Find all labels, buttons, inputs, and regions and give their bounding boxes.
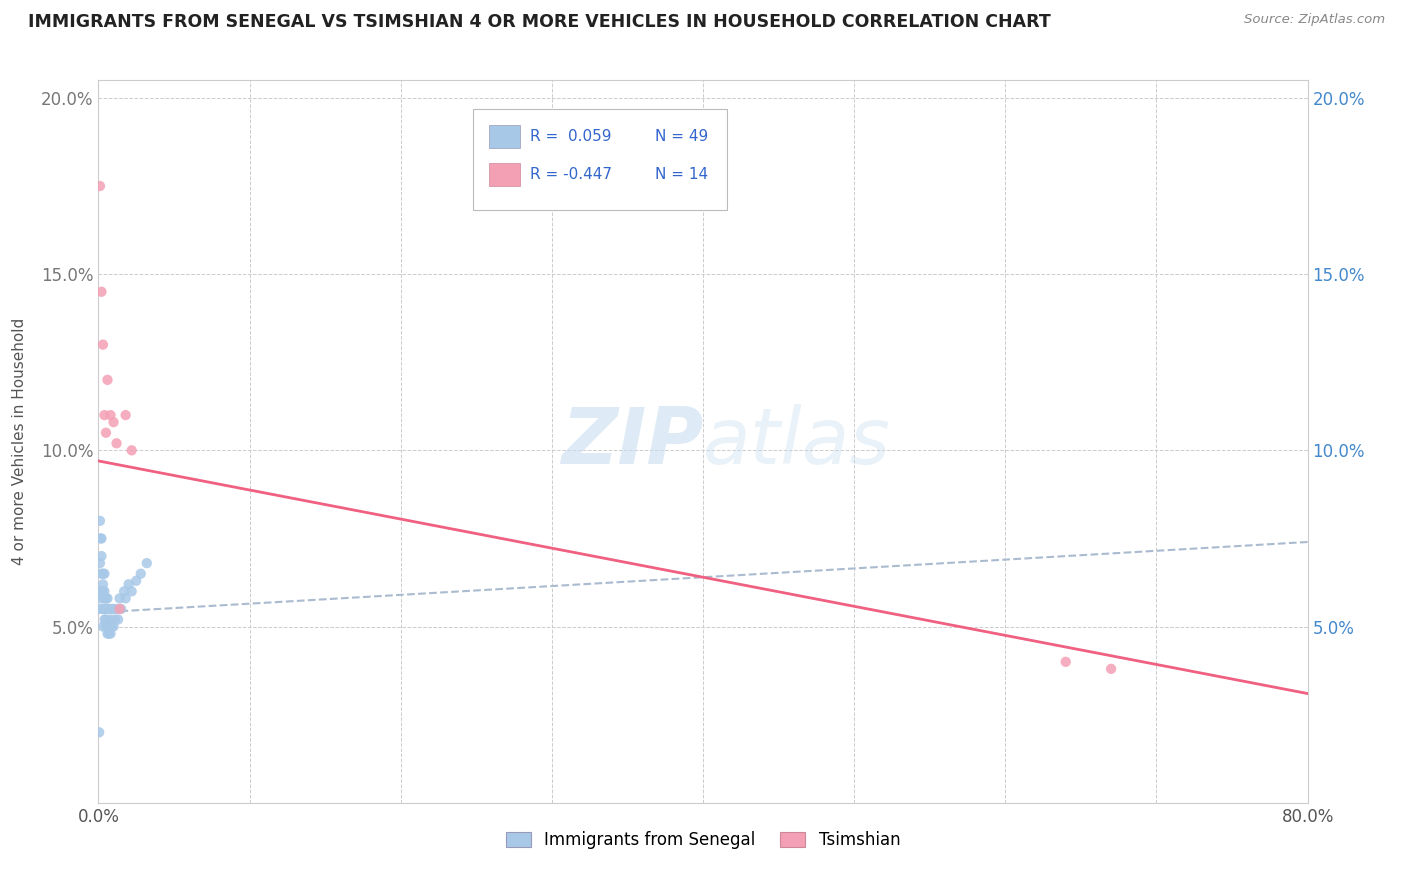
Point	[114, 408, 136, 422]
Point	[101, 602, 124, 616]
Point	[98, 602, 121, 616]
Point	[94, 425, 117, 440]
Point	[90, 285, 112, 299]
Point	[93, 584, 115, 599]
Text: N = 49: N = 49	[655, 129, 707, 145]
FancyBboxPatch shape	[489, 125, 520, 148]
Point	[107, 613, 129, 627]
Point	[93, 566, 115, 581]
Point	[89, 725, 111, 739]
Point	[98, 626, 121, 640]
Point	[105, 436, 128, 450]
Point	[96, 619, 118, 633]
Point	[100, 613, 122, 627]
Point	[93, 602, 115, 616]
FancyBboxPatch shape	[474, 109, 727, 211]
Text: atlas: atlas	[703, 403, 891, 480]
Point	[103, 602, 125, 616]
Point	[1054, 655, 1077, 669]
Point	[90, 549, 112, 563]
Point	[135, 556, 157, 570]
Point	[121, 443, 143, 458]
Point	[100, 408, 122, 422]
Legend: Immigrants from Senegal, Tsimshian: Immigrants from Senegal, Tsimshian	[499, 824, 907, 856]
Point	[91, 577, 114, 591]
Point	[90, 584, 112, 599]
Text: R =  0.059: R = 0.059	[530, 129, 612, 145]
Point	[90, 532, 112, 546]
Point	[91, 566, 114, 581]
Point	[129, 566, 152, 581]
Point	[91, 619, 114, 633]
Point	[89, 556, 111, 570]
Point	[118, 577, 141, 591]
Point	[93, 613, 115, 627]
Point	[96, 373, 118, 387]
Point	[89, 602, 111, 616]
Point	[89, 514, 111, 528]
Point	[94, 602, 117, 616]
Point	[94, 613, 117, 627]
Point	[90, 532, 112, 546]
Point	[91, 584, 114, 599]
Point	[105, 602, 128, 616]
Point	[101, 619, 124, 633]
Point	[121, 584, 143, 599]
Text: R = -0.447: R = -0.447	[530, 167, 612, 182]
Point	[96, 602, 118, 616]
Point	[94, 591, 117, 606]
Point	[108, 602, 131, 616]
Point	[96, 626, 118, 640]
Y-axis label: 4 or more Vehicles in Household: 4 or more Vehicles in Household	[13, 318, 27, 566]
Point	[98, 619, 121, 633]
Point	[91, 602, 114, 616]
Point	[96, 591, 118, 606]
Point	[100, 626, 122, 640]
Point	[110, 602, 132, 616]
Point	[90, 566, 112, 581]
Point	[114, 591, 136, 606]
Point	[103, 619, 125, 633]
FancyBboxPatch shape	[489, 162, 520, 186]
Point	[112, 584, 135, 599]
Point	[103, 415, 125, 429]
Point	[94, 619, 117, 633]
Point	[90, 591, 112, 606]
Text: Source: ZipAtlas.com: Source: ZipAtlas.com	[1244, 13, 1385, 27]
Text: N = 14: N = 14	[655, 167, 707, 182]
Point	[108, 591, 131, 606]
Point	[91, 337, 114, 351]
Text: ZIP: ZIP	[561, 403, 703, 480]
Point	[89, 179, 111, 194]
Point	[125, 574, 148, 588]
Point	[1099, 662, 1122, 676]
Text: IMMIGRANTS FROM SENEGAL VS TSIMSHIAN 4 OR MORE VEHICLES IN HOUSEHOLD CORRELATION: IMMIGRANTS FROM SENEGAL VS TSIMSHIAN 4 O…	[28, 13, 1050, 31]
Point	[93, 408, 115, 422]
Point	[93, 591, 115, 606]
Point	[104, 613, 127, 627]
